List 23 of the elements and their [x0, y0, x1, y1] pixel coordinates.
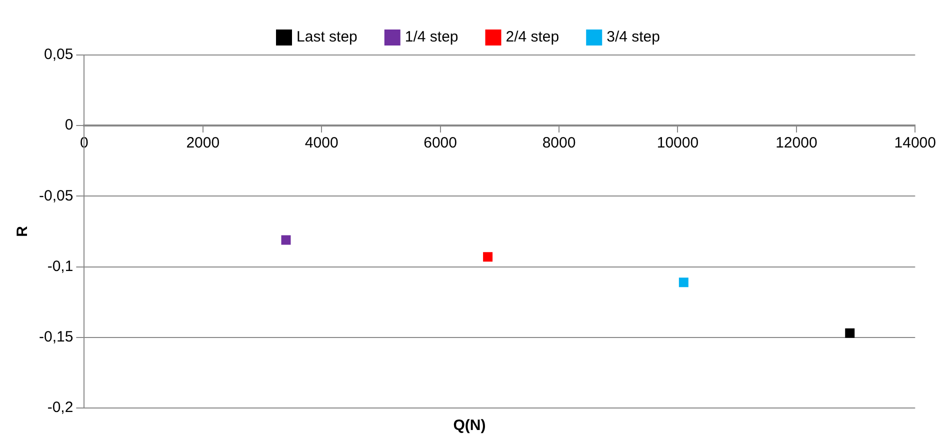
- legend-label: 3/4 step: [606, 28, 660, 46]
- x-tick-label: 12000: [776, 134, 818, 152]
- x-tick-label: 8000: [542, 134, 576, 152]
- point: [281, 235, 291, 245]
- legend-label: 2/4 step: [506, 28, 560, 46]
- x-tick-label: 14000: [894, 134, 936, 152]
- x-axis-title: Q(N): [452, 417, 487, 434]
- point: [483, 252, 493, 262]
- legend-label: 1/4 step: [404, 28, 458, 46]
- y-tick-label: -0,2: [47, 399, 74, 416]
- x-tick-label: 4000: [304, 134, 338, 152]
- y-tick-label: 0: [64, 116, 74, 134]
- legend-label: Last step: [296, 28, 358, 46]
- x-tick-label: 10000: [656, 134, 699, 152]
- y-tick-label: 0,05: [44, 46, 74, 64]
- point: [845, 328, 855, 338]
- x-tick-label: 2000: [186, 134, 220, 152]
- x-tick-label: 6000: [424, 134, 457, 152]
- y-tick-label: -0,1: [47, 258, 74, 275]
- y-tick-label: -0,05: [38, 187, 74, 204]
- y-tick-label: -0,15: [38, 328, 74, 346]
- point: [678, 278, 688, 288]
- y-axis-title: R: [14, 226, 32, 237]
